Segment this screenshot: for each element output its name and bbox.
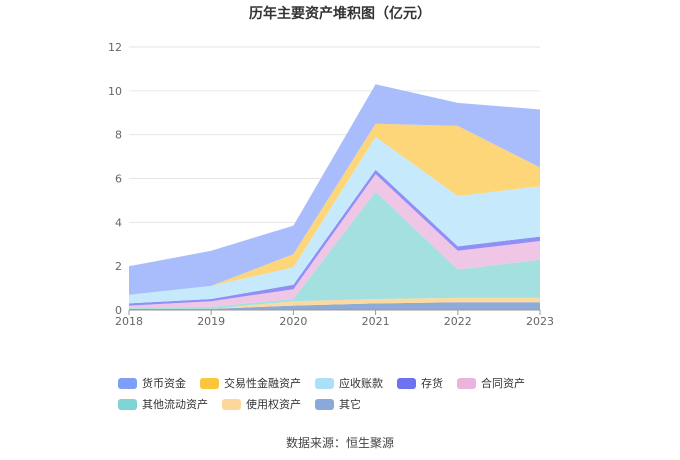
x-tick-label: 2020 <box>279 315 307 328</box>
legend-swatch <box>118 377 137 389</box>
legend-swatch <box>315 398 334 410</box>
legend-label: 使用权资产 <box>246 398 301 411</box>
area-series <box>129 84 540 310</box>
legend-label: 应收账款 <box>339 377 383 390</box>
legend-swatch <box>118 398 137 410</box>
chart-legend: 货币资金 交易性金融资产 应收账款 存货 合同资产其他流动资产 使用权资产 其它 <box>118 376 588 411</box>
area-其它 <box>129 302 540 310</box>
legend-swatch <box>200 377 219 389</box>
legend-item[interactable]: 使用权资产 <box>222 397 301 411</box>
y-tick-label: 4 <box>115 216 122 229</box>
x-tick-label: 2018 <box>115 315 143 328</box>
y-tick-label: 8 <box>115 129 122 142</box>
legend-swatch <box>457 377 476 389</box>
legend-label: 其它 <box>339 398 361 411</box>
area-合同资产 <box>129 174 540 308</box>
x-tick-label: 2019 <box>197 315 225 328</box>
y-tick-label: 12 <box>108 41 122 54</box>
area-货币资金 <box>129 84 540 295</box>
legend-swatch <box>315 377 334 389</box>
area-使用权资产 <box>129 297 540 309</box>
y-tick-label: 2 <box>115 260 122 273</box>
legend-label: 交易性金融资产 <box>224 377 301 390</box>
legend-swatch <box>222 398 241 410</box>
x-tick-label: 2023 <box>526 315 554 328</box>
chart-title: 历年主要资产堆积图（亿元） <box>249 5 431 22</box>
axes: 0 2 4 6 8 10 12 2018 2019 2020 2021 2022 2023 <box>108 41 554 328</box>
legend-swatch <box>397 377 416 389</box>
legend-label: 合同资产 <box>481 377 525 390</box>
legend-item[interactable]: 货币资金 <box>118 376 186 390</box>
legend-item[interactable]: 交易性金融资产 <box>200 376 301 390</box>
x-tick-label: 2022 <box>444 315 472 328</box>
legend-item[interactable]: 合同资产 <box>457 376 525 390</box>
area-应收账款 <box>129 136 540 304</box>
data-source-note: 数据来源：恒生聚源 <box>285 436 394 450</box>
area-其他流动资产 <box>129 191 540 309</box>
legend-label: 其他流动资产 <box>142 398 208 411</box>
legend-item[interactable]: 存货 <box>397 376 443 390</box>
y-tick-label: 0 <box>115 304 122 317</box>
legend-label: 货币资金 <box>142 377 186 390</box>
legend-label: 存货 <box>421 377 443 390</box>
x-tick-label: 2021 <box>362 315 390 328</box>
legend-item[interactable]: 其它 <box>315 397 361 411</box>
legend-item[interactable]: 其他流动资产 <box>118 397 208 411</box>
area-交易性金融资产 <box>129 123 540 295</box>
y-tick-label: 10 <box>108 85 122 98</box>
y-tick-label: 6 <box>115 173 122 186</box>
legend-item[interactable]: 应收账款 <box>315 376 383 390</box>
